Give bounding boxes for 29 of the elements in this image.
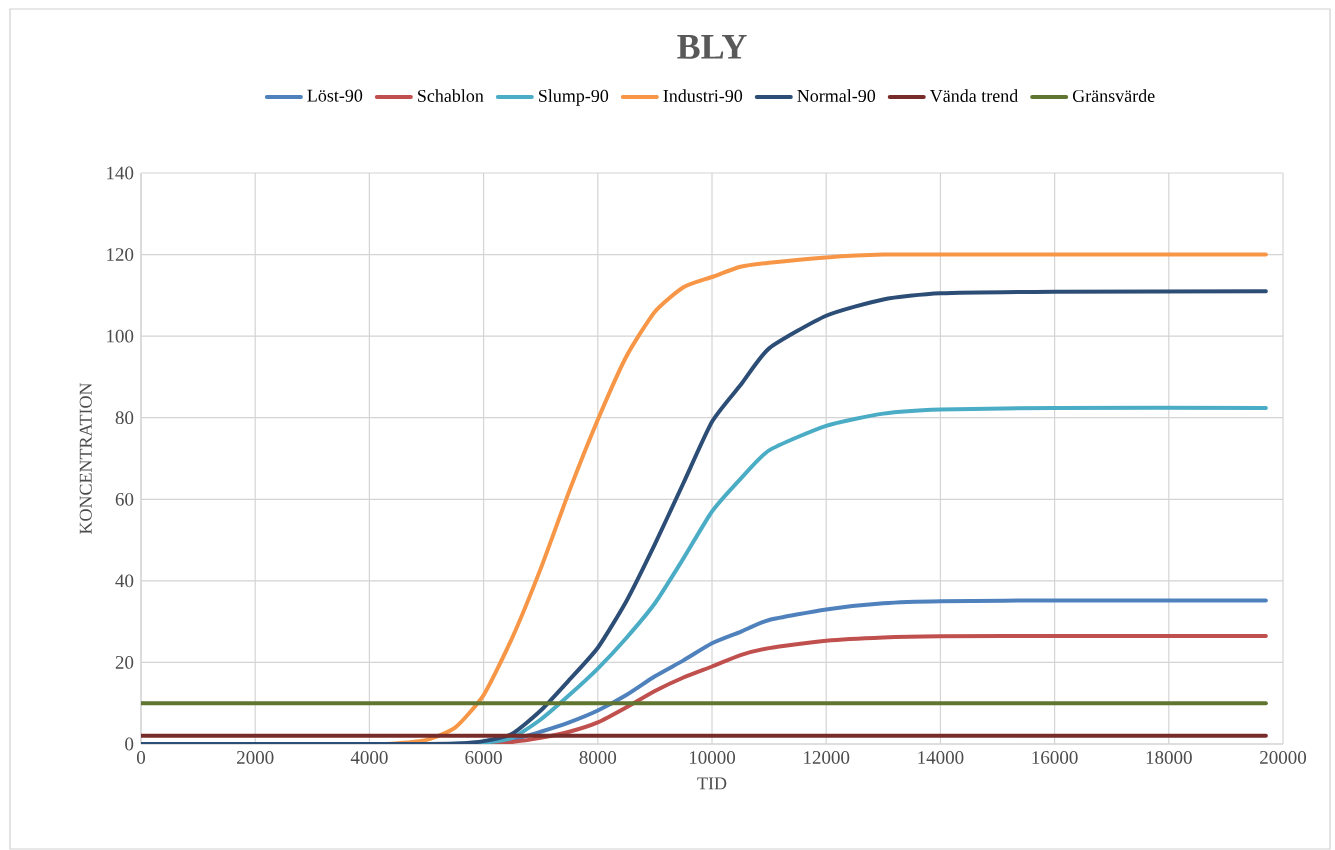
- chart-title: BLY: [677, 35, 747, 59]
- y-axis-title: KONCENTRATION: [79, 382, 92, 534]
- legend-label: Gränsvärde: [1072, 89, 1155, 102]
- x-tick-label: 4000: [350, 751, 388, 764]
- legend-label: Löst-90: [307, 89, 363, 102]
- y-tick-label: 100: [107, 329, 134, 343]
- x-tick-label: 10000: [689, 751, 736, 764]
- y-tick-label: 20: [115, 656, 134, 669]
- y-tick-label: 140: [107, 166, 134, 180]
- x-axis-title: TID: [697, 777, 727, 790]
- x-tick-label: 18000: [1146, 751, 1192, 764]
- legend-label: Vända trend: [929, 89, 1018, 103]
- legend-label: Industri-90: [663, 89, 743, 102]
- x-tick-label: 14000: [918, 751, 964, 764]
- x-tick-label: 20000: [1260, 751, 1307, 764]
- y-tick-label: 0: [125, 737, 134, 751]
- x-tick-label: 12000: [804, 751, 850, 764]
- y-tick-label: 40: [115, 574, 134, 588]
- y-tick-label: 80: [115, 411, 134, 425]
- y-tick-label: 120: [107, 248, 134, 261]
- x-tick-label: 16000: [1032, 751, 1078, 764]
- x-tick-label: 6000: [465, 751, 502, 764]
- legend-label: Schablon: [418, 89, 484, 102]
- legend-label: Slump-90: [539, 89, 609, 106]
- y-tick-label: 60: [115, 492, 134, 506]
- x-tick-label: 0: [136, 751, 146, 764]
- x-tick-label: 8000: [579, 751, 617, 764]
- legend-label: Normal-90: [797, 89, 876, 102]
- x-tick-label: 2000: [237, 751, 274, 764]
